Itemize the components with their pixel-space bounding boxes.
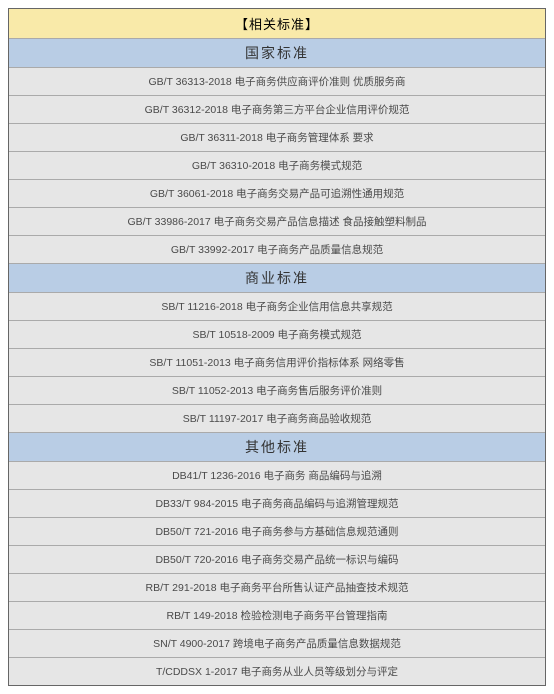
table-title: 【相关标准】 [9, 9, 545, 38]
section-heading-national: 国家标准 [9, 38, 545, 67]
standard-item: SB/T 11197-2017 电子商务商品验收规范 [9, 404, 545, 432]
standard-item: DB50/T 720-2016 电子商务交易产品统一标识与编码 [9, 545, 545, 573]
standard-item: SB/T 11051-2013 电子商务信用评价指标体系 网络零售 [9, 348, 545, 376]
standard-item: DB41/T 1236-2016 电子商务 商品编码与追溯 [9, 461, 545, 489]
standard-item: GB/T 36311-2018 电子商务管理体系 要求 [9, 123, 545, 151]
standard-item: RB/T 291-2018 电子商务平台所售认证产品抽查技术规范 [9, 573, 545, 601]
standard-item: T/CDDSX 1-2017 电子商务从业人员等级划分与评定 [9, 657, 545, 685]
standard-item: RB/T 149-2018 检验检测电子商务平台管理指南 [9, 601, 545, 629]
standard-item: GB/T 36313-2018 电子商务供应商评价准则 优质服务商 [9, 67, 545, 95]
standard-item: GB/T 33986-2017 电子商务交易产品信息描述 食品接触塑料制品 [9, 207, 545, 235]
standard-item: SB/T 11216-2018 电子商务企业信用信息共享规范 [9, 292, 545, 320]
standard-item: SN/T 4900-2017 跨境电子商务产品质量信息数据规范 [9, 629, 545, 657]
standard-item: SB/T 11052-2013 电子商务售后服务评价准则 [9, 376, 545, 404]
section-heading-commercial: 商业标准 [9, 263, 545, 292]
standard-item: DB50/T 721-2016 电子商务参与方基础信息规范通则 [9, 517, 545, 545]
standard-item: GB/T 33992-2017 电子商务产品质量信息规范 [9, 235, 545, 263]
standard-item: GB/T 36310-2018 电子商务模式规范 [9, 151, 545, 179]
standards-table: 【相关标准】 国家标准 GB/T 36313-2018 电子商务供应商评价准则 … [8, 8, 546, 686]
standard-item: SB/T 10518-2009 电子商务模式规范 [9, 320, 545, 348]
standard-item: GB/T 36312-2018 电子商务第三方平台企业信用评价规范 [9, 95, 545, 123]
section-heading-other: 其他标准 [9, 432, 545, 461]
standard-item: GB/T 36061-2018 电子商务交易产品可追溯性通用规范 [9, 179, 545, 207]
